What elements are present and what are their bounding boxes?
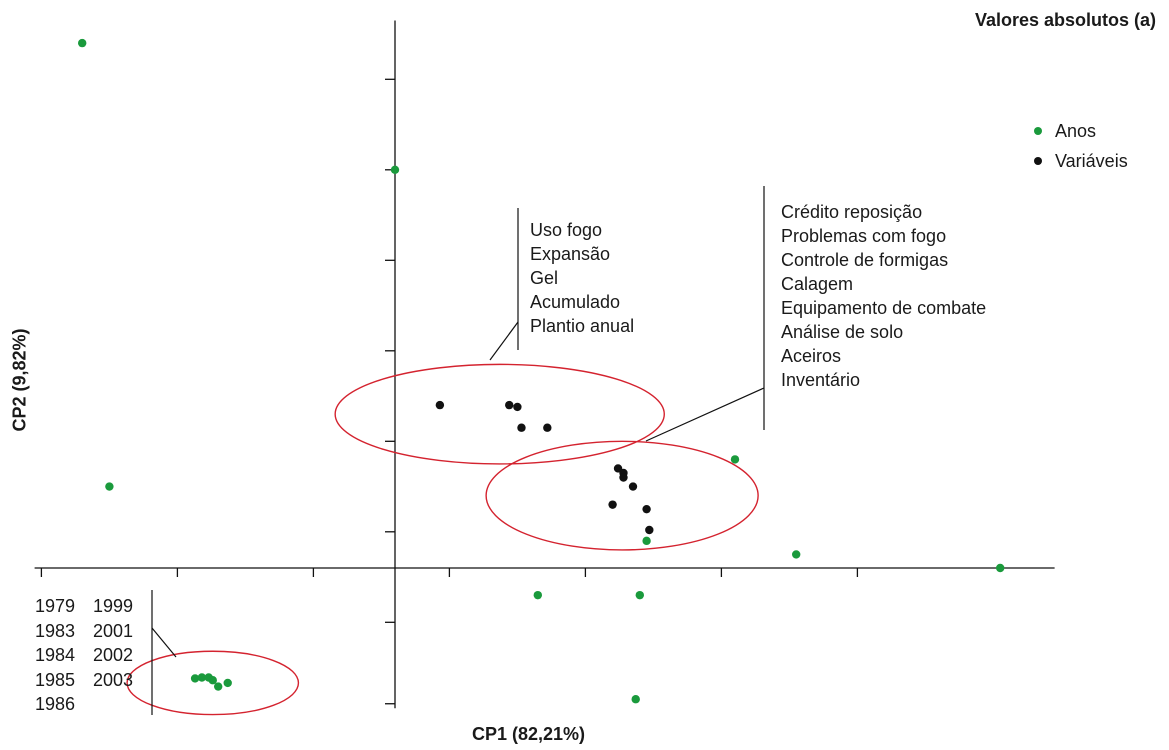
- data-point-variavel: [505, 400, 514, 410]
- data-point-variavel: [619, 473, 628, 482]
- data-point-ano: [996, 563, 1005, 573]
- legend-marker-variaveis: [1034, 157, 1042, 165]
- annotation-leader-1: [489, 321, 519, 361]
- year-label: 1985: [35, 669, 76, 690]
- legend: Anos Variáveis: [1034, 116, 1128, 176]
- year-label: 1999: [93, 596, 134, 616]
- annotation-item: Acumulado: [530, 292, 621, 312]
- cluster-circle: [485, 440, 759, 551]
- years-row: 1984 2002: [35, 643, 133, 668]
- years-row: 1983 2001: [35, 619, 133, 644]
- legend-label-variaveis: Variáveis: [1055, 150, 1128, 171]
- data-point-variavel: [628, 482, 638, 491]
- annotation-item: Análise de solo: [781, 322, 904, 342]
- annotation-years: 1979 1999 1983 2001 1984 2002 1985 2003 1986: [35, 594, 133, 717]
- year-label: 1986: [35, 694, 76, 714]
- annotation-leader-2: [645, 387, 765, 442]
- data-point-variavel: [435, 400, 445, 410]
- data-point-ano: [631, 695, 640, 704]
- annotation-item: Equipamento de combate: [781, 298, 987, 318]
- annotation-group-1: Uso fogo Expansão Gel Acumulado Plantio …: [530, 218, 634, 338]
- year-label: 1979: [35, 596, 76, 616]
- x-axis-label: CP1 (82,21%): [472, 724, 586, 744]
- annotation-item: Uso fogo: [530, 220, 603, 240]
- year-label: 1983: [35, 620, 76, 641]
- data-point-ano: [390, 165, 400, 174]
- cluster-circle: [334, 363, 665, 465]
- cluster-circles: [126, 363, 759, 716]
- data-point-variavel: [543, 423, 552, 432]
- data-point-variavel: [517, 423, 526, 432]
- data-point-ano: [533, 590, 542, 600]
- data-point-variavel: [513, 402, 522, 412]
- data-point-variavel: [642, 504, 651, 514]
- cluster-circle: [126, 650, 300, 716]
- annotation-item: Calagem: [781, 274, 854, 294]
- year-label: 2002: [93, 645, 134, 665]
- annotation-group-2: Crédito reposição Problemas com fogo Con…: [781, 200, 986, 392]
- legend-marker-anos: [1034, 127, 1042, 135]
- axes: [34, 20, 1055, 709]
- y-axis-label: CP2 (9,82%): [9, 328, 30, 432]
- data-point-ano: [190, 674, 200, 683]
- year-label: 2001: [93, 620, 134, 641]
- annotation-item: Controle de formigas: [781, 250, 949, 270]
- year-label: 1984: [35, 645, 76, 665]
- legend-item-anos: Anos: [1034, 116, 1128, 146]
- data-point-ano: [730, 455, 740, 464]
- data-points: [78, 38, 1005, 704]
- years-row: 1986: [35, 692, 133, 717]
- data-point-ano: [105, 482, 114, 491]
- year-label: 2003: [93, 669, 134, 690]
- legend-label-anos: Anos: [1055, 120, 1097, 141]
- data-point-ano: [214, 682, 223, 691]
- annotation-item: Problemas com fogo: [781, 226, 947, 246]
- annotation-item: Inventário: [781, 370, 861, 390]
- years-row: 1985 2003: [35, 668, 133, 693]
- years-row: 1979 1999: [35, 594, 133, 619]
- chart-title: Valores absolutos (a): [974, 10, 1156, 30]
- data-point-ano: [223, 678, 232, 688]
- data-point-ano: [208, 676, 217, 685]
- annotation-leader-lines: [151, 186, 765, 715]
- data-point-ano: [642, 536, 651, 546]
- annotation-item: Crédito reposição: [781, 202, 923, 222]
- data-point-ano: [792, 550, 801, 559]
- annotation-item: Aceiros: [781, 346, 842, 366]
- annotation-item: Plantio anual: [530, 316, 635, 336]
- data-point-ano: [197, 673, 207, 682]
- annotation-item: Expansão: [530, 244, 611, 264]
- data-point-ano: [635, 590, 644, 600]
- annotation-leader-years: [151, 627, 177, 658]
- legend-item-variaveis: Variáveis: [1034, 146, 1128, 176]
- data-point-ano: [78, 38, 87, 48]
- data-point-variavel: [645, 525, 654, 535]
- data-point-variavel: [608, 500, 617, 509]
- annotation-item: Gel: [530, 268, 559, 288]
